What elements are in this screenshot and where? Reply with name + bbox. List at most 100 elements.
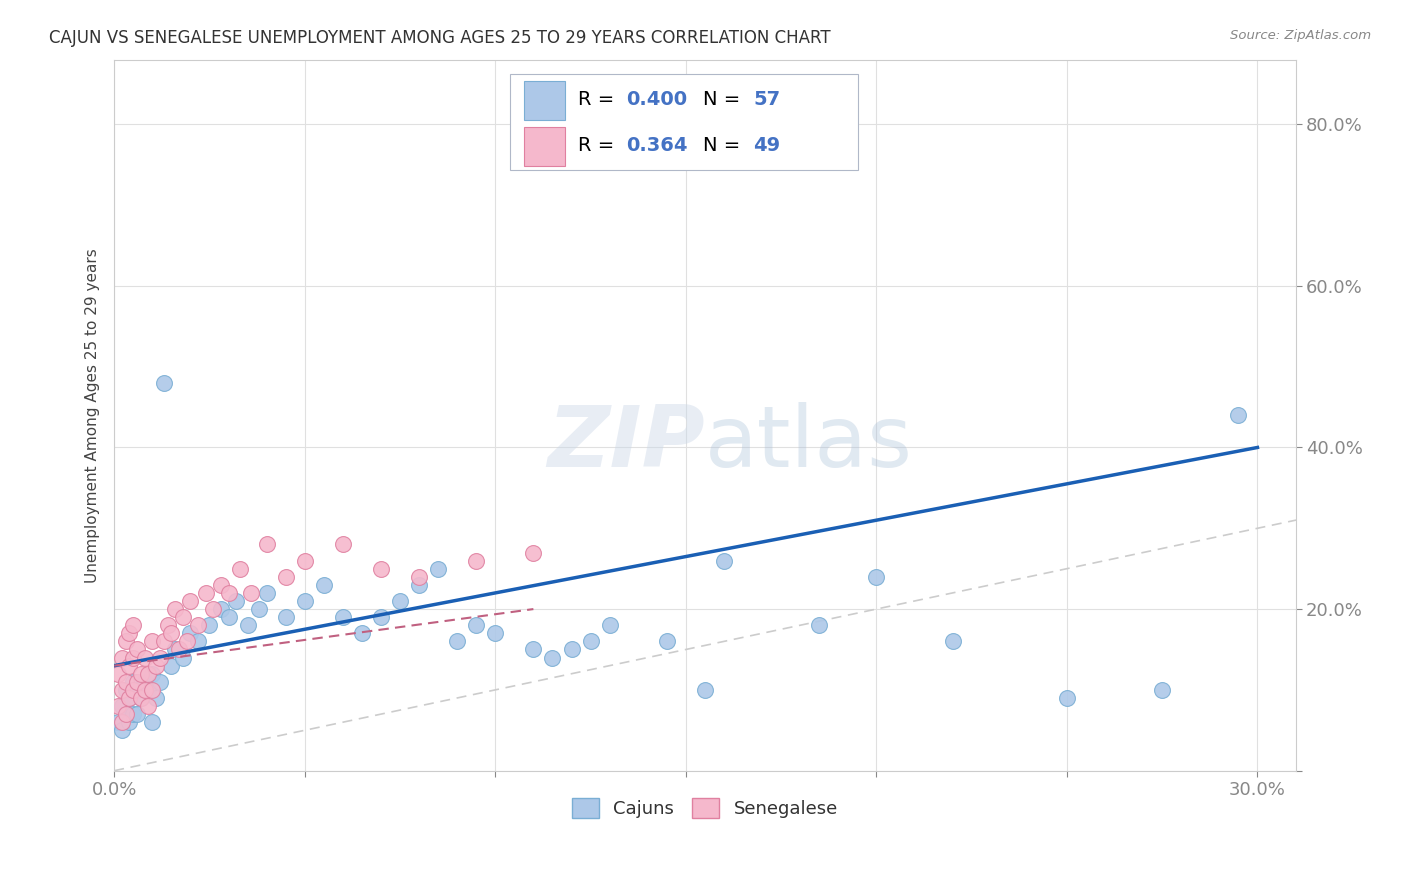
Point — [114, 682, 136, 697]
Point — [218, 610, 240, 624]
Text: ZIP: ZIP — [547, 402, 704, 485]
Point — [129, 666, 152, 681]
Point — [350, 626, 373, 640]
Point — [107, 715, 129, 730]
Point — [522, 545, 544, 559]
Point — [160, 626, 183, 640]
Point — [229, 562, 252, 576]
Point — [125, 642, 148, 657]
Point — [332, 537, 354, 551]
Point — [240, 586, 263, 600]
Point — [256, 586, 278, 600]
Point — [141, 666, 163, 681]
Text: 57: 57 — [754, 90, 780, 110]
Point — [141, 715, 163, 730]
Point — [138, 682, 160, 697]
FancyBboxPatch shape — [524, 128, 565, 167]
Point — [118, 690, 141, 705]
Point — [198, 618, 221, 632]
Point — [541, 650, 564, 665]
Point — [187, 618, 209, 632]
Point — [125, 674, 148, 689]
Point — [202, 602, 225, 616]
Text: R =: R = — [578, 90, 621, 110]
Point — [152, 634, 174, 648]
Point — [236, 618, 259, 632]
Point — [156, 618, 179, 632]
Point — [522, 642, 544, 657]
Point — [134, 682, 156, 697]
Point — [370, 562, 392, 576]
Point — [247, 602, 270, 616]
FancyBboxPatch shape — [524, 81, 565, 120]
Point — [446, 634, 468, 648]
Point — [560, 642, 582, 657]
Point — [134, 650, 156, 665]
Y-axis label: Unemployment Among Ages 25 to 29 years: Unemployment Among Ages 25 to 29 years — [86, 248, 100, 582]
Point — [107, 699, 129, 714]
Point — [118, 690, 141, 705]
Point — [370, 610, 392, 624]
Point — [122, 650, 145, 665]
Point — [107, 666, 129, 681]
Point — [149, 650, 172, 665]
Point — [125, 707, 148, 722]
Point — [332, 610, 354, 624]
Point — [655, 634, 678, 648]
Point — [122, 674, 145, 689]
Point — [312, 578, 335, 592]
Point — [465, 553, 488, 567]
Point — [125, 682, 148, 697]
Legend: Cajuns, Senegalese: Cajuns, Senegalese — [565, 790, 845, 826]
Point — [138, 666, 160, 681]
Text: N =: N = — [703, 90, 747, 110]
Point — [176, 634, 198, 648]
Text: atlas: atlas — [704, 402, 912, 485]
Point — [114, 707, 136, 722]
Point — [274, 610, 297, 624]
Point — [274, 570, 297, 584]
Point — [172, 650, 194, 665]
Point — [294, 594, 316, 608]
Point — [141, 634, 163, 648]
Text: Source: ZipAtlas.com: Source: ZipAtlas.com — [1230, 29, 1371, 42]
Point — [408, 570, 430, 584]
Point — [484, 626, 506, 640]
Point — [187, 634, 209, 648]
Point — [122, 707, 145, 722]
Text: 0.400: 0.400 — [626, 90, 688, 110]
Point — [209, 602, 232, 616]
Point — [408, 578, 430, 592]
Point — [118, 626, 141, 640]
Point — [152, 376, 174, 390]
Text: R =: R = — [578, 136, 621, 155]
FancyBboxPatch shape — [510, 74, 859, 169]
Point — [256, 537, 278, 551]
Point — [141, 682, 163, 697]
Point — [145, 690, 167, 705]
Point — [194, 586, 217, 600]
Point — [294, 553, 316, 567]
Point — [693, 682, 716, 697]
Text: 0.364: 0.364 — [626, 136, 688, 155]
Point — [1056, 690, 1078, 705]
Point — [579, 634, 602, 648]
Point — [713, 553, 735, 567]
Point — [138, 699, 160, 714]
Point — [114, 707, 136, 722]
Point — [122, 618, 145, 632]
Point — [111, 699, 134, 714]
Point — [465, 618, 488, 632]
Point — [209, 578, 232, 592]
Point — [167, 642, 190, 657]
Point — [118, 715, 141, 730]
Point — [111, 650, 134, 665]
Point — [111, 715, 134, 730]
Text: N =: N = — [703, 136, 747, 155]
Point — [114, 674, 136, 689]
Point — [149, 674, 172, 689]
Point — [111, 682, 134, 697]
Point — [145, 658, 167, 673]
Point — [172, 610, 194, 624]
Point — [129, 690, 152, 705]
